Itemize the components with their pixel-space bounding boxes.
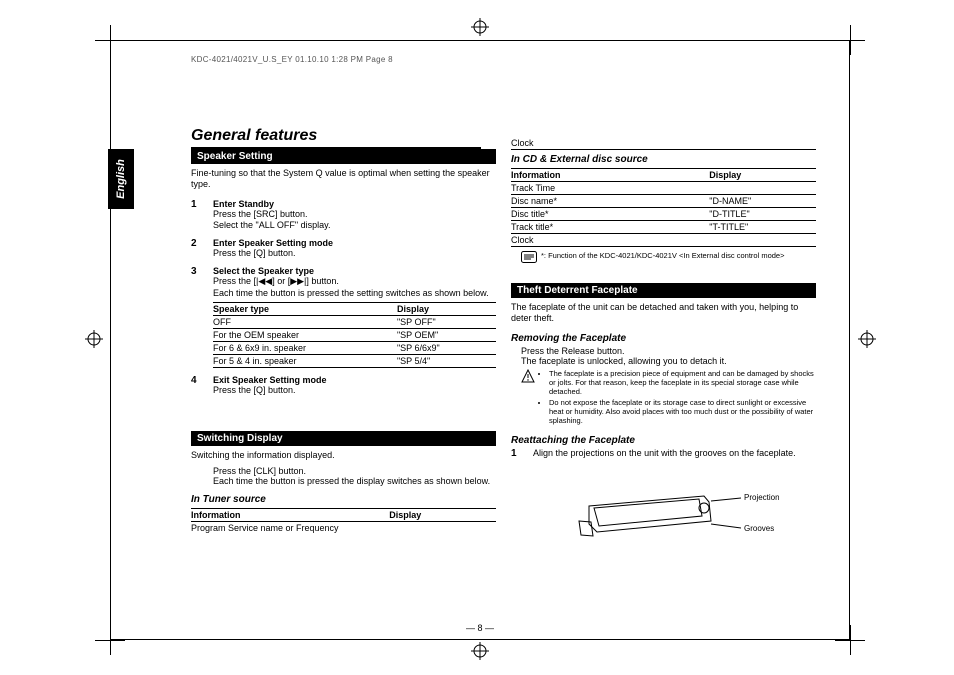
step-title: Enter Standby [213, 199, 496, 209]
step-3: 3 Select the Speaker type Press the [|◀◀… [205, 266, 496, 368]
th-speaker-type: Speaker type [213, 302, 397, 315]
td: Disc name* [511, 195, 709, 208]
note-icon [521, 251, 537, 265]
td: For the OEM speaker [213, 328, 397, 341]
td [709, 182, 816, 195]
td: For 5 & 4 in. speaker [213, 354, 397, 367]
right-column: Clock In CD & External disc source Infor… [511, 137, 816, 556]
cd-external-subhead: In CD & External disc source [511, 154, 816, 165]
td: "SP 6/6x9" [397, 341, 496, 354]
register-mark-left [85, 330, 103, 348]
speaker-setting-heading: Speaker Setting [191, 149, 496, 164]
td: Clock [511, 234, 709, 247]
step-body: Press the [SRC] button. Select the "ALL … [213, 209, 496, 232]
warning-item: The faceplate is a precision piece of eq… [549, 369, 816, 396]
td: "SP 5/4" [397, 354, 496, 367]
td: "SP OEM" [397, 328, 496, 341]
language-tab: English [108, 149, 134, 209]
register-mark-bottom [471, 642, 489, 660]
reattach-subhead: Reattaching the Faceplate [511, 435, 816, 446]
th-display: Display [397, 302, 496, 315]
reattach-step: 1 Align the projections on the unit with… [511, 448, 816, 459]
note-text: *: Function of the KDC-4021/KDC-4021V <I… [541, 251, 784, 265]
clock-top-row: Clock [511, 137, 816, 150]
th-info: Information [191, 509, 389, 522]
removing-subhead: Removing the Faceplate [511, 333, 816, 344]
td: "D-TITLE" [709, 208, 816, 221]
language-label: English [115, 159, 127, 199]
faceplate-figure: Projections Grooves [549, 466, 779, 556]
switching-display-body: Press the [CLK] button. Each time the bu… [191, 466, 496, 486]
page-number: — 8 — [466, 623, 494, 633]
td [709, 234, 816, 247]
left-column: Speaker Setting Fine-tuning so that the … [191, 149, 496, 534]
label-grooves: Grooves [744, 524, 774, 533]
switching-display-intro: Switching the information displayed. [191, 450, 496, 461]
print-header: KDC-4021/4021V_U.S_EY 01.10.10 1:28 PM P… [191, 55, 393, 64]
page-frame: KDC-4021/4021V_U.S_EY 01.10.10 1:28 PM P… [110, 40, 850, 640]
th-display: Display [389, 509, 496, 522]
theft-intro: The faceplate of the unit can be detache… [511, 302, 816, 325]
theft-heading: Theft Deterrent Faceplate [511, 283, 816, 298]
speaker-type-table: Speaker typeDisplay OFF"SP OFF" For the … [213, 302, 496, 368]
label-projections: Projections [744, 493, 779, 502]
step-body: Press the [|◀◀] or [▶▶|] button. Each ti… [213, 276, 496, 299]
note-row: *: Function of the KDC-4021/KDC-4021V <I… [511, 251, 816, 265]
step-2: 2 Enter Speaker Setting mode Press the [… [205, 238, 496, 259]
removing-desc: The faceplate is unlocked, allowing you … [521, 356, 816, 366]
td: For 6 & 6x9 in. speaker [213, 341, 397, 354]
warning-list: The faceplate is a precision piece of eq… [539, 369, 816, 427]
td: Disc title* [511, 208, 709, 221]
step-num: 1 [191, 199, 197, 210]
warning-row: The faceplate is a precision piece of eq… [511, 369, 816, 427]
step-num: 4 [191, 375, 197, 386]
switching-display-heading: Switching Display [191, 431, 496, 446]
td: "T-TITLE" [709, 221, 816, 234]
cd-external-table: InformationDisplay Track Time Disc name*… [511, 168, 816, 247]
td: Track title* [511, 221, 709, 234]
warning-item: Do not expose the faceplate or its stora… [549, 398, 816, 425]
th-display: Display [709, 169, 816, 182]
tuner-subhead: In Tuner source [191, 494, 496, 505]
register-mark-right [858, 330, 876, 348]
register-mark-top [471, 18, 489, 36]
step-num: 3 [191, 266, 197, 277]
td: "SP OFF" [397, 315, 496, 328]
warning-icon [521, 369, 535, 427]
td: Program Service name or Frequency [191, 522, 389, 535]
step-title: Select the Speaker type [213, 266, 496, 276]
step-1: 1 Enter Standby Press the [SRC] button. … [205, 199, 496, 232]
step-body: Press the [Q] button. [213, 385, 496, 396]
step-num: 1 [511, 448, 517, 459]
tuner-table: InformationDisplay Program Service name … [191, 508, 496, 534]
td: Track Time [511, 182, 709, 195]
td [389, 522, 496, 535]
step-title: Enter Speaker Setting mode [213, 238, 496, 248]
reattach-body: Align the projections on the unit with t… [533, 448, 816, 459]
th-info: Information [511, 169, 709, 182]
step-title: Exit Speaker Setting mode [213, 375, 496, 385]
step-4: 4 Exit Speaker Setting mode Press the [Q… [205, 375, 496, 396]
page-title: General features [191, 127, 481, 149]
removing-step: Press the Release button. [521, 346, 816, 356]
td: "D-NAME" [709, 195, 816, 208]
step-body: Press the [Q] button. [213, 248, 496, 259]
step-num: 2 [191, 238, 197, 249]
speaker-setting-intro: Fine-tuning so that the System Q value i… [191, 168, 496, 191]
td: OFF [213, 315, 397, 328]
